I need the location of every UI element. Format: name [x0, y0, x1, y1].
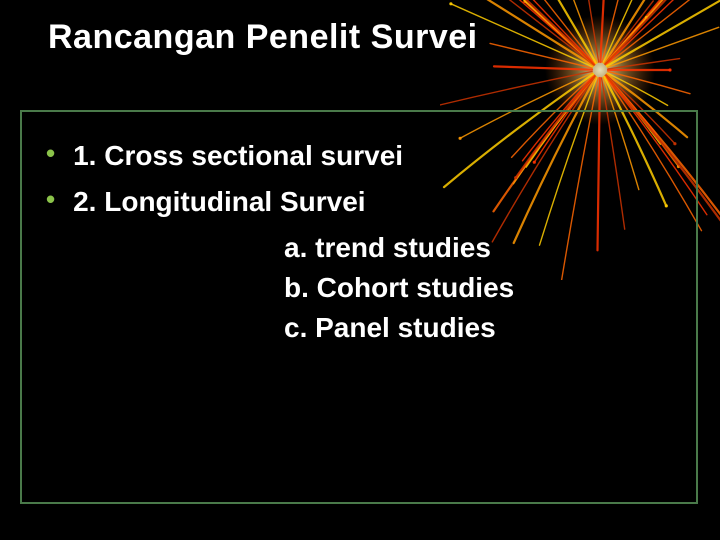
sub-item: c. Panel studies [284, 308, 686, 348]
bullet-icon: • [46, 182, 55, 216]
list-item: • 2. Longitudinal Survei [46, 182, 686, 222]
sub-item: a. trend studies [284, 228, 686, 268]
title-text: Rancangan Penelit Survei [48, 18, 478, 56]
bullet-icon: • [46, 136, 55, 170]
list-item: • 1. Cross sectional survei [46, 136, 686, 176]
slide-title: Rancangan Penelit Survei [48, 18, 478, 57]
sub-item: b. Cohort studies [284, 268, 686, 308]
item-text: 2. Longitudinal Survei [73, 182, 365, 222]
item-text: 1. Cross sectional survei [73, 136, 403, 176]
content-box: • 1. Cross sectional survei • 2. Longitu… [20, 110, 698, 504]
